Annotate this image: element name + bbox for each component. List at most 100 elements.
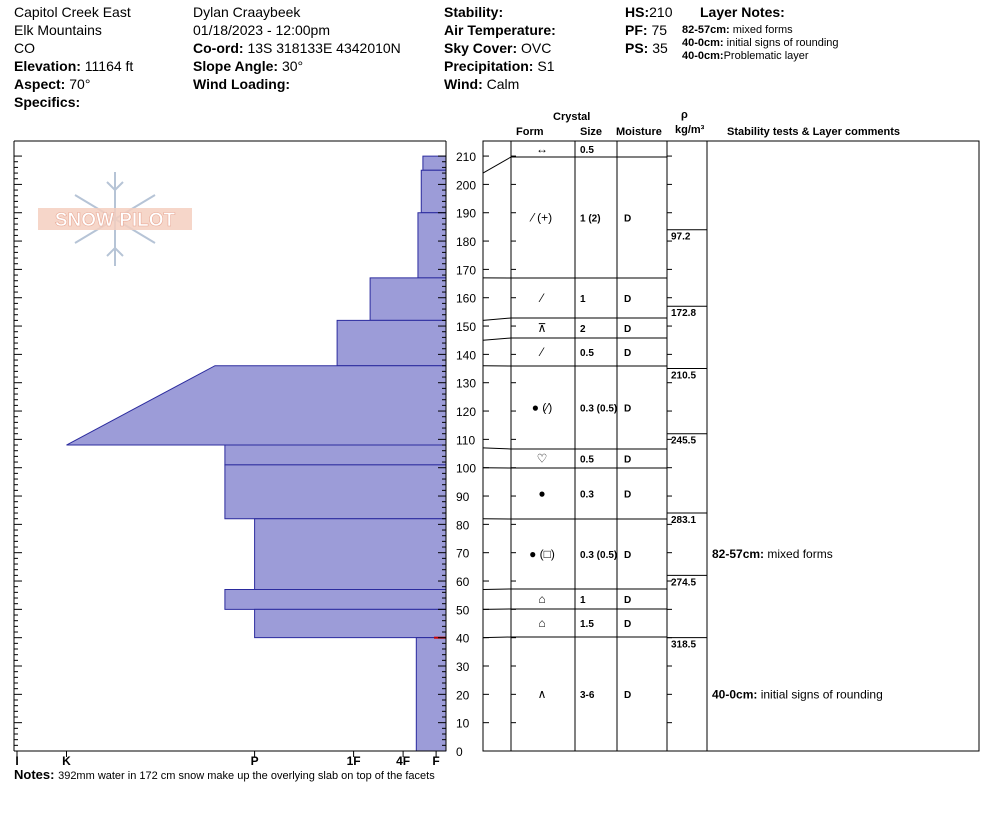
density-value: 172.8 xyxy=(671,308,696,319)
notes-label: Notes: xyxy=(14,767,55,782)
layer-size: 3-6 xyxy=(580,690,595,701)
elevation-value: 11164 ft xyxy=(84,58,134,74)
y-tick-label: 0 xyxy=(456,745,463,759)
layer-form: ● (□) xyxy=(529,547,555,561)
y-tick-label: 40 xyxy=(456,632,470,646)
air-temp-label: Air Temperature: xyxy=(444,22,556,38)
y-tick-label: 160 xyxy=(456,292,476,306)
layer-form: ⌂ xyxy=(538,616,545,630)
layer-note-range: 40-0cm: xyxy=(682,50,724,62)
y-tick-label: 200 xyxy=(456,178,476,192)
layer-connector xyxy=(482,337,512,341)
density-value: 283.1 xyxy=(671,515,696,526)
elevation-row: Elevation: 11164 ft xyxy=(14,58,133,74)
hardness-layer xyxy=(422,155,447,171)
layer-moisture: D xyxy=(624,619,631,630)
snowpilot-logo: SNOW PILOT xyxy=(38,172,192,266)
hardness-tick-label: F xyxy=(432,754,439,768)
hardness-layer xyxy=(224,464,447,520)
hs-label: HS: xyxy=(625,4,650,20)
hardness-tick-label: 4F xyxy=(396,754,410,768)
ps-label: PS: xyxy=(625,40,649,56)
wind-label: Wind: xyxy=(444,76,483,92)
layer-comment-range: 40-0cm: xyxy=(712,687,757,701)
y-tick-label: 90 xyxy=(456,490,470,504)
layer-size: 2 xyxy=(580,324,586,335)
layer-comment: 82-57cm: mixed forms xyxy=(712,547,833,561)
hardness-tick-label: K xyxy=(62,754,71,768)
layer-moisture: D xyxy=(624,690,631,701)
layer-form: ⁄ xyxy=(538,291,545,305)
crystal-header: Crystal xyxy=(553,111,591,123)
density-value: 274.5 xyxy=(671,577,696,588)
hardness-layer xyxy=(254,518,447,591)
density-symbol-header: ρ xyxy=(681,109,688,121)
logo-wordmark: SNOW PILOT xyxy=(55,210,176,231)
layer-connector xyxy=(482,588,512,591)
hardness-layer xyxy=(254,608,447,639)
layer-size: 0.3 (0.5) xyxy=(580,404,617,415)
observation-datetime: 01/18/2023 - 12:00pm xyxy=(193,22,330,38)
size-header: Size xyxy=(580,126,603,138)
layer-moisture: D xyxy=(624,294,631,305)
y-tick-label: 150 xyxy=(456,320,476,334)
layer-comment-text: initial signs of rounding xyxy=(757,687,882,701)
y-tick-label: 60 xyxy=(456,575,470,589)
y-tick-label: 100 xyxy=(456,462,476,476)
sky-value: OVC xyxy=(521,40,552,56)
hs-row: HS:210 xyxy=(625,4,672,20)
y-tick-label: 180 xyxy=(456,235,476,249)
hardness-tick-label: I xyxy=(15,754,18,768)
hardness-layer xyxy=(224,589,447,610)
precip-value: S1 xyxy=(537,58,555,74)
aspect-label: Aspect: xyxy=(14,76,66,92)
layer-size: 0.5 xyxy=(580,145,594,156)
layer-size: 0.5 xyxy=(580,455,594,466)
layer-moisture: D xyxy=(624,348,631,359)
y-tick-label: 20 xyxy=(456,688,470,702)
precip-label: Precipitation: xyxy=(444,58,534,74)
layer-note: 82-57cm: mixed forms xyxy=(682,24,793,37)
density-value: 210.5 xyxy=(671,371,696,382)
layer-form: ↔ xyxy=(536,142,548,156)
hardness-tick-label: P xyxy=(251,754,259,768)
sky-row: Sky Cover: OVC xyxy=(444,40,551,56)
sky-label: Sky Cover: xyxy=(444,40,518,56)
density-value: 245.5 xyxy=(671,436,696,447)
density-value: 97.2 xyxy=(671,232,691,243)
state: CO xyxy=(14,40,35,56)
pf-value: 75 xyxy=(651,22,668,38)
layer-moisture: D xyxy=(624,404,631,415)
specifics-label: Specifics: xyxy=(14,94,81,110)
layer-moisture: D xyxy=(624,490,631,501)
aspect-value: 70° xyxy=(69,76,91,92)
layer-comment: 40-0cm: initial signs of rounding xyxy=(712,687,883,701)
layer-size: 0.3 xyxy=(580,490,594,501)
y-tick-label: 190 xyxy=(456,207,476,221)
comments-header: Stability tests & Layer comments xyxy=(727,126,901,138)
layer-table-frame xyxy=(482,140,980,752)
y-tick-label: 130 xyxy=(456,377,476,391)
y-tick-label: 30 xyxy=(456,660,470,674)
y-tick-label: 50 xyxy=(456,603,470,617)
layer-note-text: mixed forms xyxy=(732,24,793,36)
layer-note: 40-0cm:Problematic layer xyxy=(682,50,809,63)
hardness-layer xyxy=(369,277,447,321)
layer-form: ⌂ xyxy=(538,592,545,606)
wind-value: Calm xyxy=(486,76,520,92)
location-name: Capitol Creek East xyxy=(14,4,131,20)
layer-connector xyxy=(482,447,512,450)
layer-comment-range: 82-57cm: xyxy=(712,547,764,561)
precip-row: Precipitation: S1 xyxy=(444,58,554,74)
layer-notes-title: Layer Notes: xyxy=(700,4,785,20)
layer-connector xyxy=(482,317,512,321)
slope-row: Slope Angle: 30° xyxy=(193,58,303,74)
y-tick-label: 80 xyxy=(456,518,470,532)
layer-moisture: D xyxy=(624,455,631,466)
coord-label: Co-ord: xyxy=(193,40,244,56)
coord-row: Co-ord: 13S 318133E 4342010N xyxy=(193,40,401,56)
layer-note-text: Problematic layer xyxy=(723,50,809,62)
layer-note-range: 40-0cm: xyxy=(682,37,724,49)
layer-size: 1.5 xyxy=(580,619,594,630)
layer-size: 1 xyxy=(580,595,586,606)
